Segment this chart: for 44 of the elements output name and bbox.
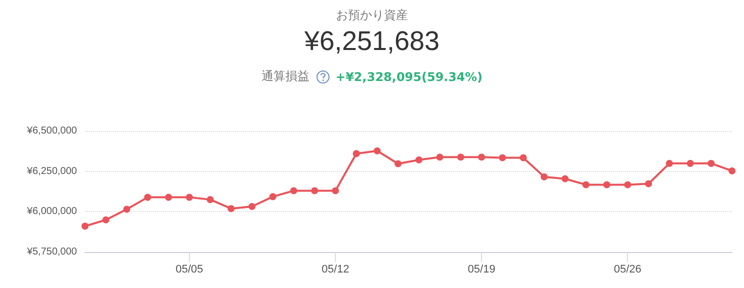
- point: [498, 154, 506, 162]
- y-tick-label: ¥6,250,000: [26, 166, 78, 177]
- y-tick-label: ¥5,750,000: [26, 246, 78, 258]
- text: +¥2,328,095(59.34%): [336, 70, 482, 84]
- point: [228, 205, 235, 212]
- point: [123, 206, 130, 213]
- point: [728, 167, 736, 174]
- point: [269, 193, 276, 200]
- point: [582, 181, 590, 188]
- point: [290, 187, 298, 194]
- point: [457, 154, 464, 161]
- point: [540, 173, 548, 180]
- x-tick-label: 05/12: [322, 264, 350, 276]
- chart-title: お預かり資産: [335, 7, 409, 23]
- point: [686, 160, 694, 167]
- point: [436, 154, 444, 161]
- point: [624, 181, 632, 188]
- x-tick-label: 05/05: [176, 264, 204, 276]
- text: 通算損益: [262, 68, 310, 85]
- y-tick-label: ¥6,000,000: [26, 206, 78, 218]
- point: [102, 216, 110, 224]
- point: [374, 147, 381, 154]
- point: [562, 175, 569, 182]
- point: [415, 156, 422, 164]
- point: [206, 196, 214, 204]
- point: [311, 187, 318, 194]
- y-tick-label: ¥6,500,000: [26, 126, 78, 136]
- point: [164, 194, 172, 201]
- point: [394, 160, 402, 168]
- point: [82, 222, 88, 230]
- point: [645, 180, 652, 188]
- point: [666, 160, 673, 167]
- x-tick-label: 05/26: [614, 264, 642, 276]
- chart-subtitle: ¥6,251,683: [303, 26, 441, 58]
- point: [708, 160, 715, 167]
- point: [248, 203, 256, 210]
- point: [144, 194, 152, 201]
- point: [603, 181, 610, 188]
- point: [520, 154, 527, 162]
- point: [352, 150, 360, 158]
- point: [332, 187, 339, 194]
- point: [478, 154, 486, 161]
- x-tick-label: 05/19: [468, 264, 496, 276]
- point: [186, 194, 193, 201]
